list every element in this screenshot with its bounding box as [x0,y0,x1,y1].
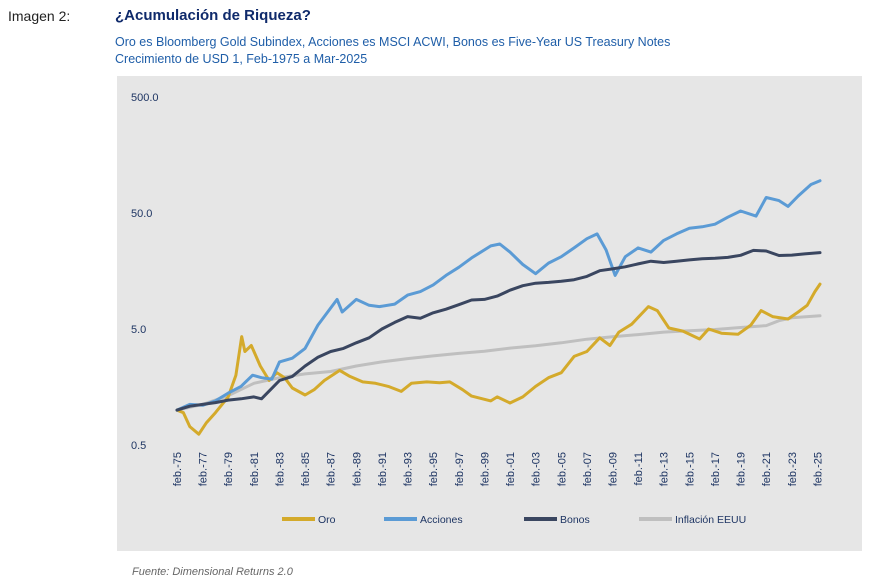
x-tick-label: feb.-19 [736,452,748,486]
legend-label: Bonos [560,514,590,526]
x-tick-label: feb.-89 [351,452,363,486]
x-tick-label: feb.-87 [326,452,338,486]
x-tick-label: feb.-03 [531,452,543,486]
series-line-oro [175,282,822,436]
x-tick-label: feb.-99 [479,452,491,486]
x-tick-label: feb.-81 [249,452,261,486]
legend-label: Acciones [420,514,463,526]
y-tick-label: 0.5 [131,440,146,452]
x-tick-label: feb.-79 [223,452,235,486]
x-tick-label: feb.-25 [812,452,824,486]
line-chart: 0.5 5.0 50.0 500.0 feb.-75 feb.-77 feb.-79 feb… [131,92,824,526]
x-tick-label: feb.-05 [556,452,568,486]
y-tick-label: 50.0 [131,208,152,220]
x-tick-label: feb.-77 [198,452,210,486]
series-line-bonos [175,248,822,412]
chart-subtitle-line2: Crecimiento de USD 1, Feb-1975 a Mar-202… [115,52,368,66]
x-tick-label: feb.-93 [403,452,415,486]
source-note: Fuente: Dimensional Returns 2.0 [132,566,293,578]
x-tick-label: feb.-85 [300,452,312,486]
x-tick-label: feb.-11 [633,452,645,485]
x-tick-label: feb.-15 [684,452,696,486]
chart-panel: 0.5 5.0 50.0 500.0 feb.-75 feb.-77 feb.-79 feb… [117,76,862,551]
x-tick-label: feb.-91 [377,452,389,486]
x-tick-label: feb.-75 [172,452,184,486]
chart-title: ¿Acumulación de Riqueza? [115,7,311,24]
legend-label: Inflación EEUU [675,514,746,526]
x-tick-label: feb.-21 [761,452,773,486]
legend-label: Oro [318,514,336,526]
x-tick-label: feb.-97 [454,452,466,486]
y-tick-label: 5.0 [131,324,146,336]
figure-label: Imagen 2: [8,8,71,24]
x-tick-label: feb.-13 [659,452,671,486]
chart-subtitle-line1: Oro es Bloomberg Gold Subindex, Acciones… [115,35,671,49]
y-tick-label: 500.0 [131,92,159,104]
x-tick-label: feb.-09 [607,452,619,486]
x-tick-label: feb.-23 [787,452,799,486]
x-tick-label: feb.-07 [582,452,594,486]
x-tick-label: feb.-95 [428,452,440,486]
x-tick-label: feb.-83 [274,452,286,486]
x-tick-label: feb.-01 [505,452,517,486]
x-tick-label: feb.-17 [710,452,722,486]
series-line-acciones [175,179,822,412]
